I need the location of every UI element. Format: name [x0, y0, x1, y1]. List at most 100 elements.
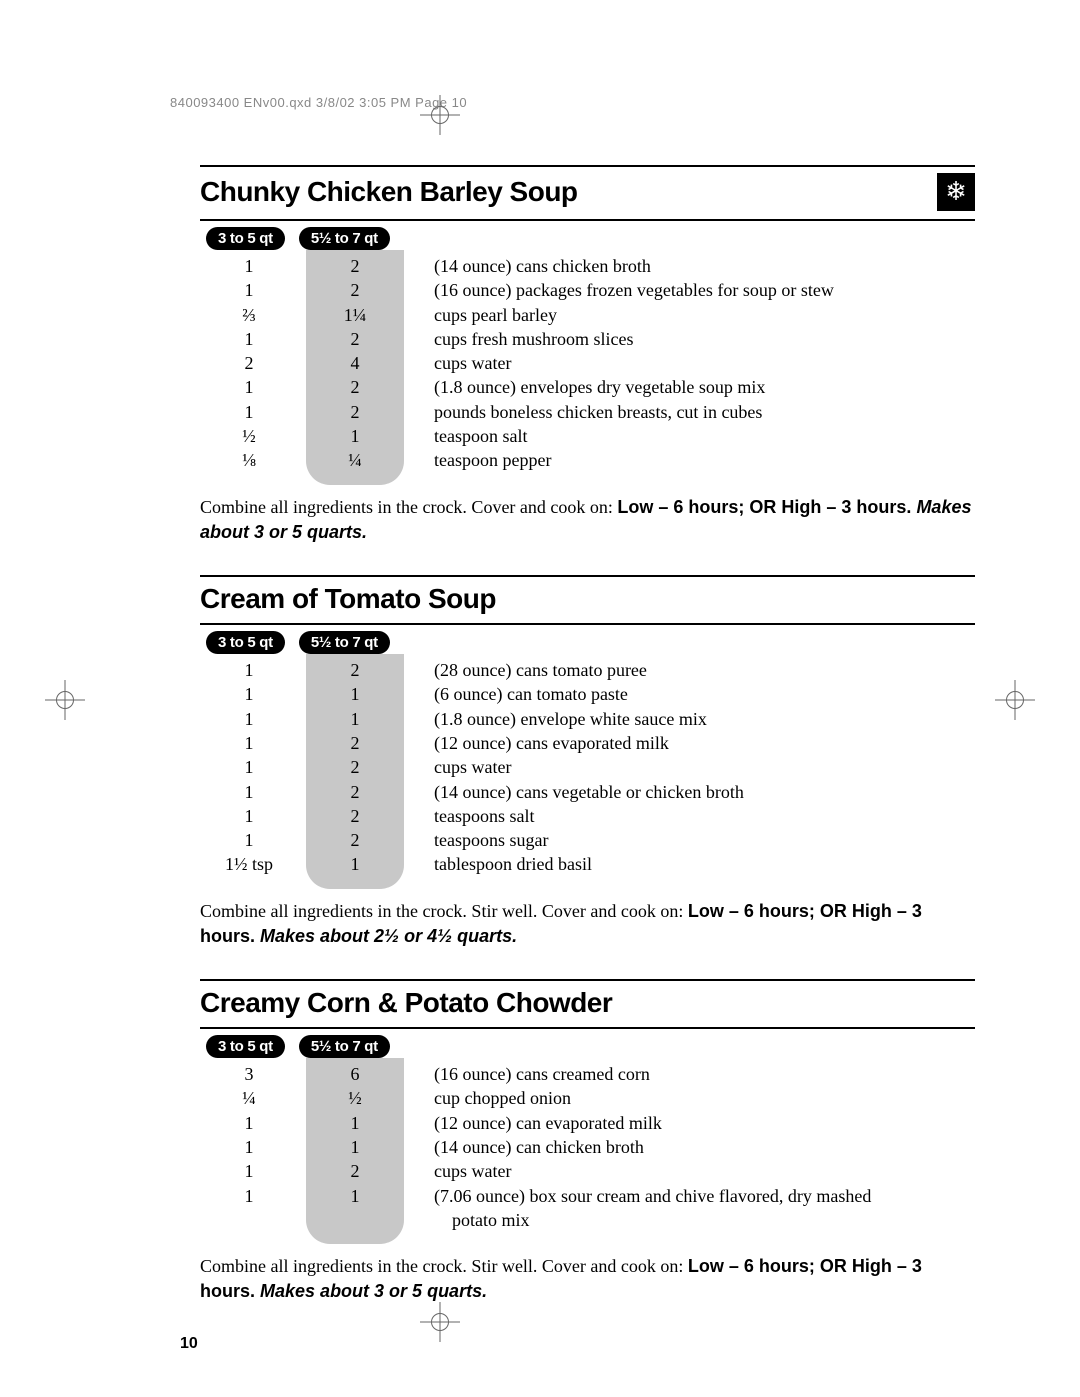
recipe-instructions: Combine all ingredients in the crock. St…: [200, 1254, 975, 1304]
ingredient-qty-small: 1½ tsp: [206, 852, 292, 876]
ingredient-desc: cup chopped onion: [434, 1086, 975, 1110]
ingredient-qty-large: 2: [306, 828, 404, 852]
ingredient-desc: potato mix: [434, 1208, 975, 1232]
ingredient-qty-large: 2: [306, 804, 404, 828]
recipe-instructions: Combine all ingredients in the crock. St…: [200, 899, 975, 949]
ingredient-col-small: 3¼1111: [206, 1058, 292, 1244]
page-number: 10: [180, 1335, 975, 1353]
instructions-yield: Makes about 3 or 5 quarts.: [260, 1281, 487, 1301]
ingredient-qty-large: 2: [306, 1159, 404, 1183]
ingredient-desc: (1.8 ounce) envelopes dry vegetable soup…: [434, 375, 975, 399]
ingredient-qty-small: 1: [206, 375, 292, 399]
ingredient-desc: cups water: [434, 351, 975, 375]
horizontal-rule: [200, 979, 975, 981]
ingredient-desc: teaspoon pepper: [434, 448, 975, 472]
instructions-text: Combine all ingredients in the crock. Co…: [200, 497, 617, 517]
instructions-cooktime: Low – 6 hours; OR High – 3 hours.: [617, 497, 916, 517]
ingredient-qty-large: 6: [306, 1062, 404, 1086]
ingredient-desc: pounds boneless chicken breasts, cut in …: [434, 400, 975, 424]
ingredient-qty-large: 2: [306, 375, 404, 399]
ingredient-desc: (16 ounce) cans creamed corn: [434, 1062, 975, 1086]
ingredient-desc: (14 ounce) cans vegetable or chicken bro…: [434, 780, 975, 804]
recipe-block: Chunky Chicken Barley Soup❄ 3 to 5 qt 5½ t…: [200, 165, 975, 545]
ingredient-col-desc: (16 ounce) cans creamed corncup chopped …: [404, 1058, 975, 1244]
ingredients-table: 111111111½ tsp211222221(28 ounce) cans t…: [206, 654, 975, 889]
ingredient-desc: teaspoons salt: [434, 804, 975, 828]
instructions-text: Combine all ingredients in the crock. St…: [200, 1256, 688, 1276]
ingredient-qty-large: 2: [306, 254, 404, 278]
ingredient-qty-large: 1: [306, 1135, 404, 1159]
ingredient-qty-small: ¼: [206, 1086, 292, 1110]
ingredient-qty-small: ⅛: [206, 448, 292, 472]
ingredient-col-desc: (14 ounce) cans chicken broth(16 ounce) …: [404, 250, 975, 485]
ingredient-col-large: 211222221: [306, 654, 404, 889]
ingredient-qty-small: ½: [206, 424, 292, 448]
recipe-title: Cream of Tomato Soup: [200, 583, 496, 615]
ingredient-qty-large: 1: [306, 707, 404, 731]
horizontal-rule: [200, 165, 975, 167]
ingredient-qty-small: 1: [206, 658, 292, 682]
qt-badge-small: 3 to 5 qt: [206, 1035, 285, 1058]
qt-badge-small: 3 to 5 qt: [206, 227, 285, 250]
qt-badge-large: 5½ to 7 qt: [299, 1035, 390, 1058]
ingredient-qty-small: [206, 1208, 292, 1232]
ingredients-table: 3¼1111 6½1121 (16 ounce) cans creamed co…: [206, 1058, 975, 1244]
ingredient-desc: teaspoons sugar: [434, 828, 975, 852]
ingredient-col-small: 111111111½ tsp: [206, 654, 292, 889]
ingredient-qty-large: 4: [306, 351, 404, 375]
ingredient-desc: (7.06 ounce) box sour cream and chive fl…: [434, 1184, 975, 1208]
ingredient-qty-small: 1: [206, 327, 292, 351]
quantity-badges: 3 to 5 qt 5½ to 7 qt: [206, 1035, 975, 1058]
ingredients-table: 11⅔1211½⅛221¼24221¼(14 ounce) cans chick…: [206, 250, 975, 485]
ingredient-desc: (12 ounce) can evaporated milk: [434, 1111, 975, 1135]
ingredient-qty-large: 2: [306, 780, 404, 804]
ingredient-desc: (14 ounce) can chicken broth: [434, 1135, 975, 1159]
title-row: Chunky Chicken Barley Soup❄: [200, 173, 975, 211]
ingredient-qty-small: 1: [206, 254, 292, 278]
ingredient-qty-large: 2: [306, 278, 404, 302]
ingredient-qty-small: 1: [206, 707, 292, 731]
qt-badge-large: 5½ to 7 qt: [299, 227, 390, 250]
ingredient-desc: cups water: [434, 755, 975, 779]
ingredient-desc: cups water: [434, 1159, 975, 1183]
recipe-instructions: Combine all ingredients in the crock. Co…: [200, 495, 975, 545]
ingredient-col-large: 6½1121: [306, 1058, 404, 1244]
ingredient-desc: (28 ounce) cans tomato puree: [434, 658, 975, 682]
ingredient-qty-small: 1: [206, 1135, 292, 1159]
ingredient-qty-large: 2: [306, 755, 404, 779]
title-row: Creamy Corn & Potato Chowder: [200, 987, 975, 1019]
ingredient-qty-small: ⅔: [206, 303, 292, 327]
ingredient-desc: cups pearl barley: [434, 303, 975, 327]
recipe-block: Cream of Tomato Soup 3 to 5 qt 5½ to 7 qt 1…: [200, 575, 975, 949]
ingredient-qty-large: 1¼: [306, 303, 404, 327]
ingredient-qty-large: 1: [306, 424, 404, 448]
instructions-yield: Makes about 2½ or 4½ quarts.: [260, 926, 517, 946]
ingredient-desc: (6 ounce) can tomato paste: [434, 682, 975, 706]
ingredient-qty-small: 2: [206, 351, 292, 375]
ingredient-qty-small: 1: [206, 780, 292, 804]
ingredient-qty-large: 1: [306, 852, 404, 876]
ingredient-qty-large: ¼: [306, 448, 404, 472]
recipe-block: Creamy Corn & Potato Chowder 3 to 5 qt 5½ …: [200, 979, 975, 1304]
ingredient-qty-small: 1: [206, 804, 292, 828]
ingredient-qty-small: 3: [206, 1062, 292, 1086]
ingredient-desc: cups fresh mushroom slices: [434, 327, 975, 351]
ingredient-qty-large: 2: [306, 400, 404, 424]
qt-badge-large: 5½ to 7 qt: [299, 631, 390, 654]
ingredient-col-small: 11⅔1211½⅛: [206, 250, 292, 485]
horizontal-rule: [200, 623, 975, 625]
quantity-badges: 3 to 5 qt 5½ to 7 qt: [206, 227, 975, 250]
ingredient-qty-large: [306, 1208, 404, 1232]
ingredient-col-desc: (28 ounce) cans tomato puree(6 ounce) ca…: [404, 654, 975, 889]
quantity-badges: 3 to 5 qt 5½ to 7 qt: [206, 631, 975, 654]
ingredient-desc: (1.8 ounce) envelope white sauce mix: [434, 707, 975, 731]
ingredient-qty-large: 2: [306, 658, 404, 682]
ingredient-qty-small: 1: [206, 755, 292, 779]
qt-badge-small: 3 to 5 qt: [206, 631, 285, 654]
ingredient-desc: teaspoon salt: [434, 424, 975, 448]
title-row: Cream of Tomato Soup: [200, 583, 975, 615]
ingredient-qty-large: 1: [306, 1184, 404, 1208]
ingredient-qty-small: 1: [206, 682, 292, 706]
ingredient-desc: (12 ounce) cans evaporated milk: [434, 731, 975, 755]
ingredient-qty-small: 1: [206, 278, 292, 302]
